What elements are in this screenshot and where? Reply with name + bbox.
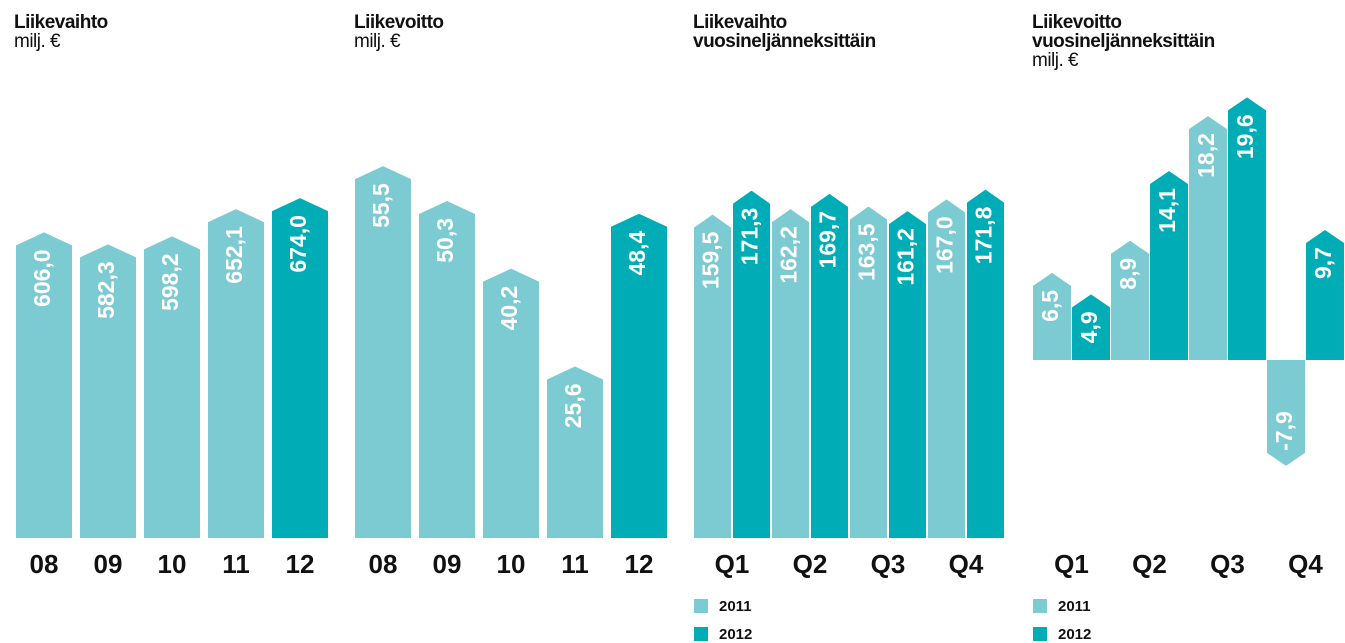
x-tick-label: Q1 (1054, 549, 1089, 579)
bar (419, 200, 475, 539)
value-label: 25,6 (560, 383, 586, 428)
value-label: 606,0 (29, 249, 55, 307)
bar (547, 366, 603, 538)
value-label: 48,4 (624, 231, 650, 276)
bar (1306, 230, 1344, 360)
legend-label: 2012 (719, 626, 752, 643)
value-label: 167,0 (932, 216, 958, 274)
value-label: 9,7 (1310, 247, 1336, 279)
legend-label: 2011 (719, 598, 752, 615)
value-label: 674,0 (285, 215, 311, 273)
value-label: 582,3 (93, 261, 119, 319)
panel-title: Liikevaihto vuosineljänneksittäin (693, 12, 876, 52)
value-label: 14,1 (1154, 188, 1180, 233)
panel-subtitle: milj. € (1032, 50, 1079, 71)
bar (208, 209, 264, 539)
bar (1072, 294, 1110, 360)
legend-swatch (1033, 599, 1047, 613)
bar (1033, 272, 1071, 360)
x-tick-label: Q1 (715, 549, 750, 579)
value-label: 55,5 (368, 183, 394, 228)
bar (1189, 116, 1227, 361)
bar (733, 190, 770, 538)
value-label: 161,2 (893, 228, 919, 286)
x-tick-label: Q2 (793, 549, 828, 579)
x-tick-label: Q4 (1288, 549, 1323, 579)
bar (144, 236, 200, 538)
value-label: 171,8 (971, 206, 997, 264)
value-label: 652,1 (221, 226, 247, 284)
x-tick-label: 12 (625, 549, 654, 579)
bar (1111, 240, 1149, 360)
bar (16, 232, 72, 538)
bar (694, 214, 731, 538)
legend-swatch (694, 627, 708, 641)
x-tick-label: 10 (497, 549, 526, 579)
value-label: 171,3 (737, 208, 763, 266)
x-tick-label: Q2 (1132, 549, 1167, 579)
value-label: 163,5 (854, 223, 880, 281)
x-tick-label: 09 (94, 549, 123, 579)
bar (772, 209, 809, 538)
x-tick-label: 11 (222, 549, 250, 579)
bar (272, 198, 328, 538)
value-label: 6,5 (1037, 290, 1063, 322)
bar (611, 213, 667, 538)
x-tick-label: 11 (561, 549, 589, 579)
bar (811, 193, 848, 538)
value-label: 19,6 (1232, 114, 1258, 159)
value-label: 40,2 (496, 286, 522, 331)
legend-label: 2012 (1058, 626, 1091, 643)
x-tick-label: Q4 (949, 549, 984, 579)
value-label: 50,3 (432, 218, 458, 263)
panel-title: Liikevoitto vuosineljänneksittäin (1032, 12, 1215, 52)
value-label: 159,5 (698, 231, 724, 289)
bar (1267, 360, 1305, 466)
value-label: 162,2 (776, 226, 802, 284)
value-label: 4,9 (1076, 311, 1102, 343)
panel-header: Liikevaihto milj. € (14, 13, 259, 52)
bar (928, 199, 965, 538)
panel-title: Liikevoitto (354, 12, 444, 33)
bar (850, 206, 887, 539)
value-label: -7,9 (1271, 411, 1297, 451)
value-label: 8,9 (1115, 258, 1141, 290)
bar (483, 268, 539, 538)
x-tick-label: 08 (369, 549, 398, 579)
legend-label: 2011 (1058, 598, 1091, 615)
x-tick-label: 10 (158, 549, 187, 579)
x-tick-label: 08 (30, 549, 59, 579)
bar (1228, 97, 1266, 361)
panel-header: Liikevaihto vuosineljänneksittäin (693, 13, 938, 51)
value-label: 598,2 (157, 253, 183, 311)
bar (889, 211, 926, 538)
panel-title: Liikevaihto (14, 12, 108, 33)
x-tick-label: 12 (286, 549, 315, 579)
panel-header: Liikevoitto milj. € (354, 13, 599, 52)
x-tick-label: 09 (433, 549, 462, 579)
x-tick-label: Q3 (871, 549, 906, 579)
value-label: 18,2 (1193, 133, 1219, 178)
bar (80, 244, 136, 538)
bar (967, 189, 1004, 538)
value-label: 169,7 (815, 211, 841, 269)
legend-swatch (694, 599, 708, 613)
panel-subtitle: milj. € (354, 31, 401, 52)
panel-header: Liikevoitto vuosineljänneksittäin milj. € (1032, 13, 1277, 71)
legend-swatch (1033, 627, 1047, 641)
bar (355, 166, 411, 538)
bar (1150, 171, 1188, 360)
panel-subtitle: milj. € (14, 31, 61, 52)
x-tick-label: Q3 (1210, 549, 1245, 579)
